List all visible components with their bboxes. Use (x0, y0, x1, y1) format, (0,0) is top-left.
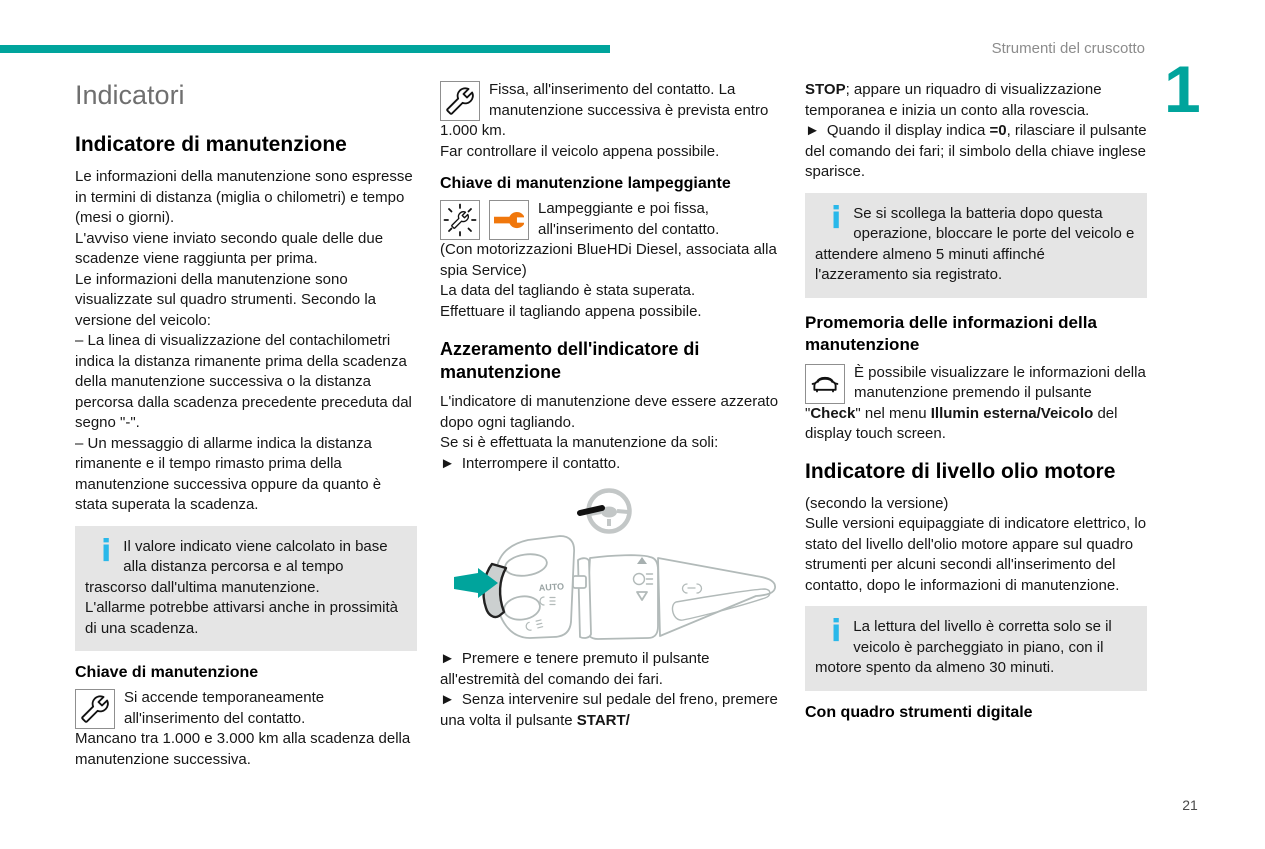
icon-paragraph: Fissa, all'inserimento del contatto. La … (440, 80, 782, 162)
heading-azzeramento: Azzeramento dell'indicatore di manutenzi… (440, 339, 700, 382)
body-text: Se si è effettuata la manutenzione da so… (440, 434, 719, 451)
body-text: Sulle versioni equipaggiate di indicator… (805, 515, 1147, 594)
page-title: Indicatori (75, 80, 185, 110)
accent-bar (0, 45, 610, 53)
bullet-text: – La linea di visualizzazione del contac… (75, 332, 412, 431)
stalk-auto-label: AUTO (538, 581, 564, 593)
body-text: STOP; appare un riquadro di visualizzazi… (805, 81, 1102, 119)
step-arrow-icon: ► (805, 122, 820, 139)
steering-wheel-icon (577, 488, 632, 534)
info-box: i Se si scollega la batteria dopo questa… (805, 192, 1147, 298)
body-text: L'avviso viene inviato secondo quale del… (75, 229, 384, 268)
icon-paragraph: È possibile visualizzare le informazioni… (805, 363, 1147, 445)
body-text: Le informazioni della manutenzione sono … (75, 270, 376, 329)
step-arrow-icon: ► (440, 691, 455, 708)
body-text: Effettuare il tagliando appena possibile… (440, 302, 702, 320)
info-icon: i (831, 614, 842, 649)
light-stalk-drawing: AUTO (454, 535, 776, 640)
heading-chiave-lampeggiante: Chiave di manutenzione lampeggiante (440, 175, 731, 192)
body-text: (secondo la versione) (805, 494, 949, 512)
body-text: Lampeggiante e poi fissa, all'inseriment… (538, 200, 720, 238)
body-text: È possibile visualizzare le informazioni… (805, 363, 1146, 443)
body-text: (Con motorizzazioni BlueHDi Diesel, asso… (440, 241, 777, 279)
heading-quadro-digitale: Con quadro strumenti digitale (805, 703, 1033, 721)
body-text: Far controllare il veicolo appena possib… (440, 142, 720, 160)
info-icon: i (831, 200, 842, 236)
step-text: ► Senza intervenire sul pedale del freno,… (440, 691, 778, 729)
info-text: La lettura del livello è corretta solo s… (815, 618, 1112, 676)
body-text: Fissa, all'inserimento del contatto. La … (440, 81, 769, 139)
chapter-number: 1 (1164, 52, 1201, 126)
info-text: Se si scollega la batteria dopo questa o… (815, 204, 1135, 284)
wrench-icon (75, 689, 115, 729)
heading-promemoria: Promemoria delle informazioni della manu… (805, 312, 1097, 354)
wrench-flashing-icon (440, 200, 480, 240)
info-text: L'allarme potrebbe attivarsi anche in pr… (85, 599, 399, 637)
column-left: Indicatori Indicatore di manutenzione Le… (75, 80, 417, 770)
stalk-illustration: AUTO (454, 488, 776, 640)
body-text: L'indicatore di manutenzione deve essere… (440, 393, 779, 431)
step-text: ► Quando il display indica =0, rilasciare… (805, 122, 1147, 180)
page-number: 21 (1182, 797, 1198, 813)
icon-paragraph: Lampeggiante e poi fissa, all'inseriment… (440, 199, 782, 322)
heading-olio-motore: Indicatore di livello olio motore (805, 459, 1116, 483)
info-icon: i (101, 533, 112, 569)
column-middle: Fissa, all'inserimento del contatto. La … (440, 80, 782, 731)
info-text: Il valore indicato viene calcolato in ba… (85, 537, 388, 596)
body-text: Le informazioni della manutenzione sono … (75, 168, 413, 226)
step-text: ► Premere e tenere premuto il pulsante al… (440, 650, 710, 688)
wrench-icon (440, 81, 480, 121)
info-box: i Il valore indicato viene calcolato in … (75, 525, 417, 651)
pointer-arrow-icon (454, 568, 498, 598)
step-arrow-icon: ► (440, 454, 455, 472)
heading-indicatore-manutenzione: Indicatore di manutenzione (75, 133, 347, 156)
body-text: La data del tagliando è stata superata. (440, 282, 696, 299)
heading-chiave-manutenzione: Chiave di manutenzione (75, 664, 259, 681)
step-arrow-icon: ► (440, 650, 455, 667)
wrench-orange-icon (489, 200, 529, 240)
body-text: Si accende temporaneamente all'inserimen… (124, 689, 325, 727)
icon-paragraph: Si accende temporaneamente all'inserimen… (75, 688, 417, 770)
bullet-text: – Un messaggio di allarme indica la dist… (75, 434, 382, 514)
car-icon (805, 363, 845, 404)
step-text: ► Interrompere il contatto. (440, 454, 621, 472)
column-right: STOP; appare un riquadro di visualizzazi… (805, 80, 1147, 728)
section-header: Strumenti del cruscotto (991, 40, 1145, 57)
body-text: Mancano tra 1.000 e 3.000 km alla scaden… (75, 730, 411, 768)
info-box: i La lettura del livello è corretta solo… (805, 606, 1147, 691)
